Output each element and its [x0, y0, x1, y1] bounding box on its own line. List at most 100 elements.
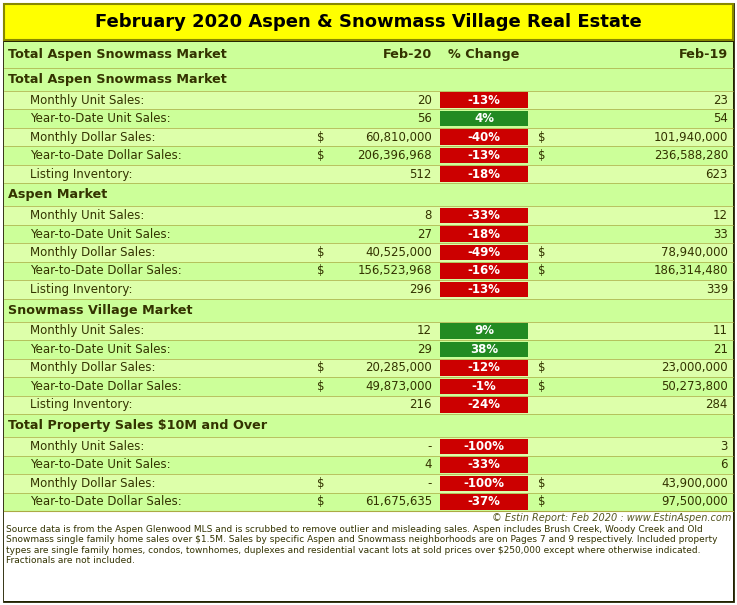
Text: -13%: -13%: [467, 283, 500, 296]
Text: $: $: [538, 149, 545, 162]
Text: 20: 20: [417, 94, 432, 106]
Text: 11: 11: [713, 324, 728, 338]
Text: $: $: [317, 149, 324, 162]
FancyBboxPatch shape: [440, 360, 528, 376]
Text: 61,675,635: 61,675,635: [365, 495, 432, 508]
Text: -13%: -13%: [467, 149, 500, 162]
FancyBboxPatch shape: [4, 474, 733, 492]
Text: 43,900,000: 43,900,000: [661, 477, 728, 490]
FancyBboxPatch shape: [4, 396, 733, 414]
Text: 56: 56: [417, 112, 432, 125]
FancyBboxPatch shape: [4, 322, 733, 340]
FancyBboxPatch shape: [440, 494, 528, 509]
Text: $: $: [538, 361, 545, 374]
Text: Year-to-Date Dollar Sales:: Year-to-Date Dollar Sales:: [30, 495, 182, 508]
Text: 339: 339: [706, 283, 728, 296]
Text: Year-to-Date Unit Sales:: Year-to-Date Unit Sales:: [30, 343, 171, 356]
Text: 23: 23: [713, 94, 728, 106]
Text: 236,588,280: 236,588,280: [654, 149, 728, 162]
FancyBboxPatch shape: [440, 476, 528, 491]
FancyBboxPatch shape: [4, 299, 733, 322]
FancyBboxPatch shape: [440, 263, 528, 279]
FancyBboxPatch shape: [4, 165, 733, 183]
Text: Monthly Unit Sales:: Monthly Unit Sales:: [30, 94, 144, 106]
Text: -: -: [427, 440, 432, 453]
Text: Total Aspen Snowmass Market: Total Aspen Snowmass Market: [8, 48, 227, 62]
Text: $: $: [317, 246, 324, 259]
Text: $: $: [538, 495, 545, 508]
FancyBboxPatch shape: [4, 91, 733, 110]
FancyBboxPatch shape: [4, 437, 733, 456]
FancyBboxPatch shape: [4, 511, 733, 601]
Text: 4: 4: [425, 459, 432, 471]
Text: Year-to-Date Dollar Sales:: Year-to-Date Dollar Sales:: [30, 264, 182, 278]
Text: 12: 12: [713, 209, 728, 222]
Text: Year-to-Date Dollar Sales:: Year-to-Date Dollar Sales:: [30, 380, 182, 393]
FancyBboxPatch shape: [4, 4, 733, 40]
FancyBboxPatch shape: [440, 148, 528, 163]
Text: Source data is from the Aspen Glenwood MLS and is scrubbed to remove outlier and: Source data is from the Aspen Glenwood M…: [6, 525, 718, 565]
FancyBboxPatch shape: [4, 110, 733, 128]
FancyBboxPatch shape: [440, 93, 528, 108]
Text: -49%: -49%: [467, 246, 500, 259]
Text: Feb-19: Feb-19: [679, 48, 728, 62]
FancyBboxPatch shape: [4, 42, 733, 511]
Text: $: $: [538, 264, 545, 278]
Text: -18%: -18%: [467, 227, 500, 241]
Text: -24%: -24%: [467, 398, 500, 411]
Text: $: $: [317, 477, 324, 490]
Text: © Estin Report: Feb 2020 : www.EstinAspen.com: © Estin Report: Feb 2020 : www.EstinAspe…: [492, 513, 731, 523]
FancyBboxPatch shape: [440, 129, 528, 145]
FancyBboxPatch shape: [440, 166, 528, 181]
Text: Aspen Market: Aspen Market: [8, 188, 108, 201]
Text: 186,314,480: 186,314,480: [654, 264, 728, 278]
FancyBboxPatch shape: [440, 439, 528, 454]
Text: Listing Inventory:: Listing Inventory:: [30, 283, 133, 296]
FancyBboxPatch shape: [440, 245, 528, 260]
Text: 78,940,000: 78,940,000: [661, 246, 728, 259]
Text: $: $: [538, 477, 545, 490]
FancyBboxPatch shape: [440, 323, 528, 339]
Text: Feb-20: Feb-20: [383, 48, 432, 62]
FancyBboxPatch shape: [440, 226, 528, 242]
Text: 21: 21: [713, 343, 728, 356]
FancyBboxPatch shape: [4, 225, 733, 243]
Text: -33%: -33%: [467, 459, 500, 471]
FancyBboxPatch shape: [4, 377, 733, 396]
Text: 20,285,000: 20,285,000: [366, 361, 432, 374]
Text: Listing Inventory:: Listing Inventory:: [30, 168, 133, 180]
Text: -13%: -13%: [467, 94, 500, 106]
Text: 97,500,000: 97,500,000: [661, 495, 728, 508]
FancyBboxPatch shape: [440, 282, 528, 297]
Text: Monthly Unit Sales:: Monthly Unit Sales:: [30, 209, 144, 222]
FancyBboxPatch shape: [4, 414, 733, 437]
Text: -100%: -100%: [464, 477, 505, 490]
Text: Monthly Dollar Sales:: Monthly Dollar Sales:: [30, 246, 156, 259]
Text: Year-to-Date Unit Sales:: Year-to-Date Unit Sales:: [30, 112, 171, 125]
Text: Total Property Sales $10M and Over: Total Property Sales $10M and Over: [8, 419, 267, 432]
Text: Monthly Dollar Sales:: Monthly Dollar Sales:: [30, 131, 156, 143]
FancyBboxPatch shape: [440, 457, 528, 473]
Text: $: $: [317, 131, 324, 143]
FancyBboxPatch shape: [4, 146, 733, 165]
Text: Year-to-Date Dollar Sales:: Year-to-Date Dollar Sales:: [30, 149, 182, 162]
FancyBboxPatch shape: [4, 456, 733, 474]
FancyBboxPatch shape: [4, 492, 733, 511]
Text: $: $: [317, 380, 324, 393]
Text: 8: 8: [425, 209, 432, 222]
Text: Year-to-Date Unit Sales:: Year-to-Date Unit Sales:: [30, 227, 171, 241]
Text: 4%: 4%: [474, 112, 494, 125]
Text: -100%: -100%: [464, 440, 505, 453]
Text: 40,525,000: 40,525,000: [366, 246, 432, 259]
FancyBboxPatch shape: [440, 379, 528, 394]
Text: 60,810,000: 60,810,000: [366, 131, 432, 143]
Text: Monthly Unit Sales:: Monthly Unit Sales:: [30, 440, 144, 453]
Text: 623: 623: [705, 168, 728, 180]
FancyBboxPatch shape: [4, 42, 733, 68]
Text: % Change: % Change: [448, 48, 520, 62]
Text: Monthly Dollar Sales:: Monthly Dollar Sales:: [30, 477, 156, 490]
FancyBboxPatch shape: [4, 206, 733, 225]
Text: 6: 6: [721, 459, 728, 471]
Text: 50,273,800: 50,273,800: [661, 380, 728, 393]
Text: 156,523,968: 156,523,968: [357, 264, 432, 278]
